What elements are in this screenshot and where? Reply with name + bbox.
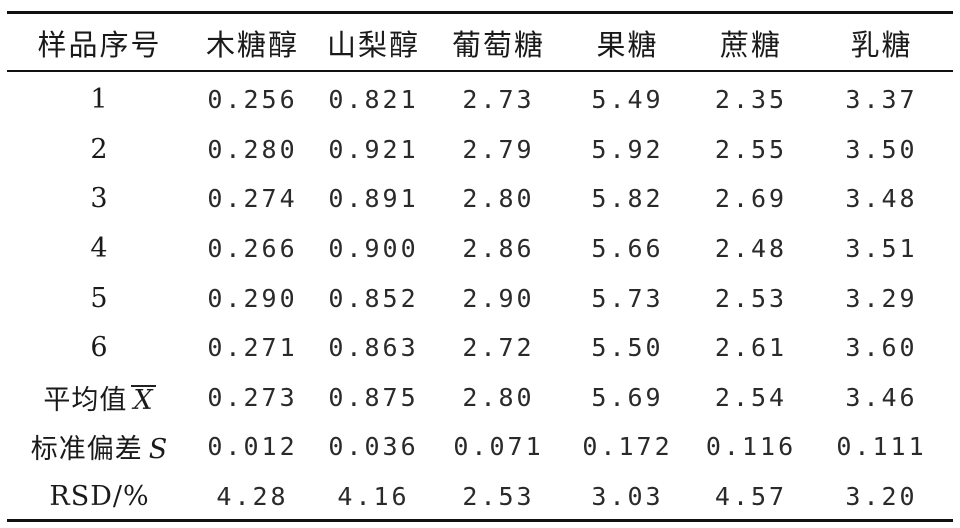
- column-header-sorbitol: 山梨醇: [326, 27, 420, 62]
- row-label-std: 标准偏差 S: [7, 422, 192, 472]
- std-symbol: S: [148, 434, 169, 466]
- row-label: 3: [90, 183, 109, 215]
- table-cell: 3.48: [845, 184, 918, 214]
- table-row: 3 0.274 0.891 2.80 5.82 2.69 3.48: [7, 174, 953, 224]
- table-cell: 2.80: [462, 184, 535, 214]
- table-cell: 3.03: [591, 482, 664, 512]
- std-label: 标准偏差: [30, 434, 143, 466]
- table-cell: 0.271: [207, 333, 298, 363]
- row-label: 2: [90, 133, 109, 165]
- table-cell: 3.20: [845, 482, 918, 512]
- table-cell: 2.79: [462, 134, 535, 164]
- mean-label: 平均值: [43, 384, 128, 416]
- table-bottom-rule: [7, 519, 953, 522]
- table-cell: 3.37: [845, 85, 918, 115]
- table-cell: 3.29: [845, 283, 918, 313]
- table-cell: 0.290: [207, 283, 298, 313]
- column-header-sucrose: 蔗糖: [719, 27, 782, 62]
- row-label-rsd: RSD/%: [49, 481, 150, 513]
- header-row: 样品序号 木糖醇 山梨醇 葡萄糖 果糖 蔗糖 乳糖: [7, 14, 953, 71]
- table-cell: 4.57: [714, 482, 788, 512]
- table-cell: 2.86: [462, 234, 535, 264]
- table-cell: 2.90: [462, 283, 535, 313]
- table-cell: 2.53: [462, 482, 535, 512]
- table-cell: 3.51: [845, 234, 918, 264]
- column-header-glucose: 葡萄糖: [451, 27, 545, 62]
- table-cell: 5.50: [591, 333, 664, 363]
- table-cell: 3.46: [845, 382, 918, 412]
- table-header-rule: [7, 70, 953, 72]
- table-cell: 0.891: [328, 184, 419, 214]
- table-cell: 0.071: [453, 432, 544, 462]
- table-cell: 0.852: [328, 283, 419, 313]
- row-label: 4: [90, 233, 109, 265]
- table-cell: 0.036: [328, 432, 419, 462]
- table-cell: 0.012: [207, 432, 298, 462]
- table-cell: 2.80: [462, 382, 535, 412]
- table-cell: 2.69: [714, 184, 788, 214]
- table-cell: 2.48: [714, 234, 788, 264]
- table-cell: 0.172: [582, 432, 673, 462]
- table-top-rule: [7, 11, 953, 14]
- std-row: 标准偏差 S 0.012 0.036 0.071 0.172 0.116 0.11…: [7, 422, 953, 472]
- table-cell: 5.82: [591, 184, 664, 214]
- table-row: 2 0.280 0.921 2.79 5.92 2.55 3.50: [7, 125, 953, 175]
- column-header-lactose: 乳糖: [850, 27, 913, 62]
- table-cell: 0.875: [328, 382, 419, 412]
- rsd-row: RSD/% 4.28 4.16 2.53 3.03 4.57 3.20: [7, 472, 953, 522]
- row-label-mean: 平均值 X: [7, 373, 192, 423]
- table-cell: 0.821: [328, 85, 419, 115]
- table-row: 4 0.266 0.900 2.86 5.66 2.48 3.51: [7, 224, 953, 274]
- table-cell: 0.921: [328, 134, 419, 164]
- table-cell: 3.60: [845, 333, 918, 363]
- table-cell: 2.54: [714, 382, 788, 412]
- table-cell: 5.49: [591, 85, 664, 115]
- table-cell: 4.28: [216, 482, 289, 512]
- table-cell: 0.116: [705, 432, 797, 462]
- table-cell: 0.280: [207, 134, 298, 164]
- table-cell: 0.274: [207, 184, 298, 214]
- table-cell: 3.50: [845, 134, 918, 164]
- table-cell: 2.72: [462, 333, 535, 363]
- table-cell: 4.16: [337, 482, 410, 512]
- table-row: 6 0.271 0.863 2.72 5.50 2.61 3.60: [7, 323, 953, 373]
- table-cell: 0.863: [328, 333, 419, 363]
- row-label: 1: [90, 84, 109, 116]
- table-cell: 0.900: [328, 234, 419, 264]
- table-row: 5 0.290 0.852 2.90 5.73 2.53 3.29: [7, 273, 953, 323]
- mean-row: 平均值 X 0.273 0.875 2.80 5.69 2.54 3.46: [7, 373, 953, 423]
- table-cell: 2.73: [462, 85, 535, 115]
- column-header-fructose: 果糖: [596, 27, 659, 62]
- table-cell: 2.35: [714, 85, 788, 115]
- row-label: 6: [90, 332, 109, 364]
- table-cell: 0.111: [836, 432, 927, 462]
- table-cell: 5.66: [591, 234, 664, 264]
- table-cell: 0.256: [207, 85, 298, 115]
- table-cell: 2.53: [714, 283, 788, 313]
- row-label: 5: [90, 282, 109, 314]
- table-cell: 2.55: [714, 134, 788, 164]
- table-cell: 0.266: [207, 234, 298, 264]
- table-cell: 5.73: [591, 283, 664, 313]
- table-cell: 2.61: [714, 333, 788, 363]
- mean-symbol: X: [131, 384, 156, 416]
- column-header-sample-no: 样品序号: [37, 27, 162, 62]
- column-header-xylitol: 木糖醇: [205, 27, 299, 62]
- table-cell: 5.92: [591, 134, 664, 164]
- table-row: 1 0.256 0.821 2.73 5.49 2.35 3.37: [7, 71, 953, 125]
- sugar-content-table: 样品序号 木糖醇 山梨醇 葡萄糖 果糖 蔗糖 乳糖 1 0.256 0.821 …: [7, 14, 953, 521]
- table-cell: 0.273: [207, 382, 298, 412]
- table-cell: 5.69: [591, 382, 664, 412]
